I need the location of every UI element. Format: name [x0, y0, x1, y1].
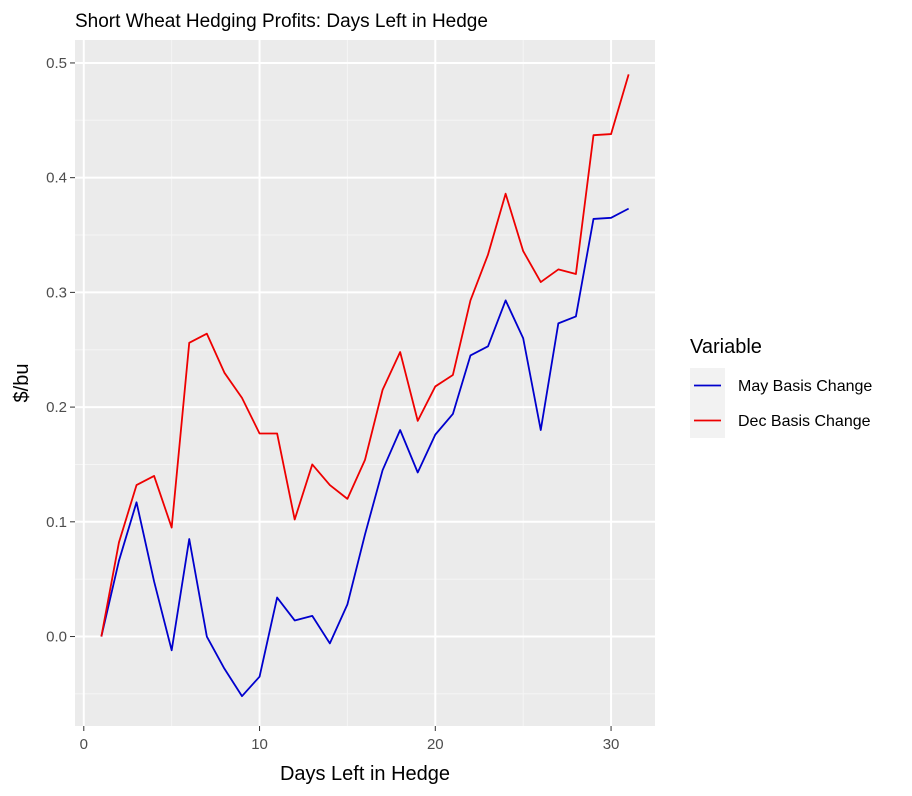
x-tick-label: 30 [603, 736, 620, 753]
x-tick-label: 0 [80, 736, 88, 753]
legend-title: Variable [690, 336, 762, 358]
y-axis-title: $/bu [11, 364, 33, 403]
y-tick-label: 0.0 [46, 629, 67, 646]
x-tick-label: 20 [427, 736, 444, 753]
series-line [100, 74, 630, 637]
chart-title: Short Wheat Hedging Profits: Days Left i… [75, 11, 488, 32]
y-tick-label: 0.1 [46, 514, 67, 531]
x-tick-label: 10 [251, 736, 268, 753]
major-gridlines [75, 40, 655, 726]
x-axis-title: Days Left in Hedge [280, 763, 450, 785]
x-axis-ticks: 0 10 20 30 [80, 726, 620, 753]
legend: Variable May Basis Change Dec Basis Chang… [690, 336, 872, 438]
minor-gridlines [75, 40, 655, 726]
y-axis-ticks: 0.0 0.1 0.2 0.3 0.4 0.5 [46, 55, 75, 646]
y-tick-label: 0.5 [46, 55, 67, 72]
legend-label: Dec Basis Change [738, 413, 871, 430]
series-line [100, 207, 630, 698]
y-tick-label: 0.4 [46, 170, 67, 187]
y-tick-label: 0.3 [46, 284, 67, 301]
series-lines [100, 74, 630, 698]
plot-panel [75, 40, 655, 726]
y-tick-label: 0.2 [46, 399, 67, 416]
legend-label: May Basis Change [738, 378, 872, 395]
